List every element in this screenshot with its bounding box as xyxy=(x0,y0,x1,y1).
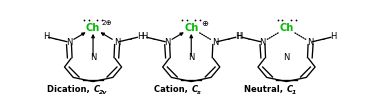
Text: H: H xyxy=(331,32,337,41)
Text: 2v: 2v xyxy=(99,90,107,95)
Text: N: N xyxy=(114,38,120,47)
Text: H: H xyxy=(141,32,147,41)
Text: N: N xyxy=(259,38,266,47)
Text: N: N xyxy=(284,53,290,62)
Text: s: s xyxy=(197,90,200,95)
Text: H: H xyxy=(42,32,49,41)
Text: 2⊕: 2⊕ xyxy=(102,20,112,26)
Text: 1: 1 xyxy=(292,90,296,95)
Text: Ch: Ch xyxy=(279,23,294,33)
Text: -: - xyxy=(55,35,58,44)
Text: N: N xyxy=(164,38,171,47)
Text: -: - xyxy=(227,35,230,44)
Text: C: C xyxy=(93,85,100,94)
Text: N: N xyxy=(212,38,218,47)
Text: H: H xyxy=(137,32,143,41)
Text: Dication,: Dication, xyxy=(47,85,93,94)
Text: Neutral,: Neutral, xyxy=(244,85,286,94)
Text: N: N xyxy=(188,53,194,62)
Text: ⊕: ⊕ xyxy=(202,19,209,28)
Text: C: C xyxy=(287,85,293,94)
Text: -: - xyxy=(129,35,132,44)
Text: C: C xyxy=(191,85,198,94)
Text: H: H xyxy=(236,32,243,41)
Text: Cation,: Cation, xyxy=(154,85,191,94)
Text: -: - xyxy=(153,35,156,44)
Text: N: N xyxy=(90,53,96,62)
Text: -: - xyxy=(322,35,325,44)
Text: H: H xyxy=(235,32,242,41)
Text: Ch: Ch xyxy=(184,23,199,33)
Text: N: N xyxy=(66,38,72,47)
Text: N: N xyxy=(307,38,314,47)
Text: Ch: Ch xyxy=(86,23,100,33)
Text: -: - xyxy=(248,35,251,44)
